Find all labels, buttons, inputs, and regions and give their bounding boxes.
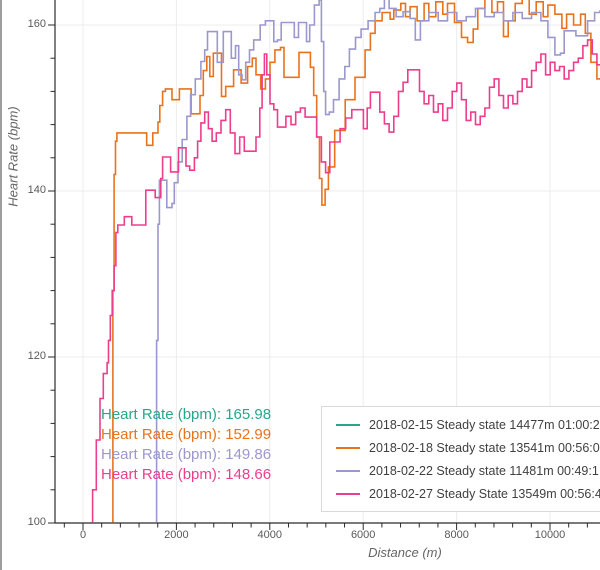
legend-swatch-line [336,423,360,426]
x-axis-title: Distance (m) [368,545,442,560]
x-tick-label: 0 [79,529,87,541]
x-tick-label: 4000 [257,529,283,541]
y-tick-label: 140 [27,184,46,196]
series-line-2018-02-22 [155,0,600,523]
x-tick-label: 10000 [534,529,566,541]
series-line-2018-02-18 [112,0,600,523]
window-left-edge [0,0,2,570]
hover-tooltip: Heart Rate (bpm): 165.98 Heart Rate (bpm)… [101,405,271,485]
legend-item-label: 2018-02-15 Steady state 14477m 01:00:2 [369,417,600,432]
legend-swatch-line [336,446,360,449]
series-line-2018-02-27 [90,39,600,523]
legend-item[interactable]: 2018-02-18 Steady state 13541m 00:56:0 [336,436,600,459]
legend-swatch-line [336,492,360,495]
legend-item-label: 2018-02-18 Steady state 13541m 00:56:0 [369,440,600,455]
tooltip-line: Heart Rate (bpm): 149.86 [101,446,272,463]
x-tick-label: 2000 [164,529,189,541]
legend-item-label: 2018-02-27 Steady State 13549m 00:56:4 [369,486,600,501]
legend-item[interactable]: 2018-02-15 Steady state 14477m 01:00:2 [336,413,600,436]
tooltip-line: Heart Rate (bpm): 152.99 [101,426,272,443]
x-tick-label: 6000 [350,529,376,541]
y-tick-label: 100 [27,516,46,528]
legend-swatch-line [336,469,360,472]
legend-item-label: 2018-02-22 Steady state 11481m 00:49:1 [369,463,599,478]
legend-item[interactable]: 2018-02-22 Steady state 11481m 00:49:1 [336,459,600,482]
y-tick-label: 160 [27,18,46,30]
x-tick-label: 8000 [444,529,469,541]
legend-item[interactable]: 2018-02-27 Steady State 13549m 00:56:4 [336,482,600,505]
y-axis-title: Heart Rate (bpm) [5,106,21,207]
tooltip-line: Heart Rate (bpm): 148.66 [101,466,272,483]
legend: 2018-02-15 Steady state 14477m 01:00:2 20… [321,406,600,512]
tooltip-line: Heart Rate (bpm): 165.98 [101,406,272,423]
y-tick-label: 120 [27,350,46,362]
